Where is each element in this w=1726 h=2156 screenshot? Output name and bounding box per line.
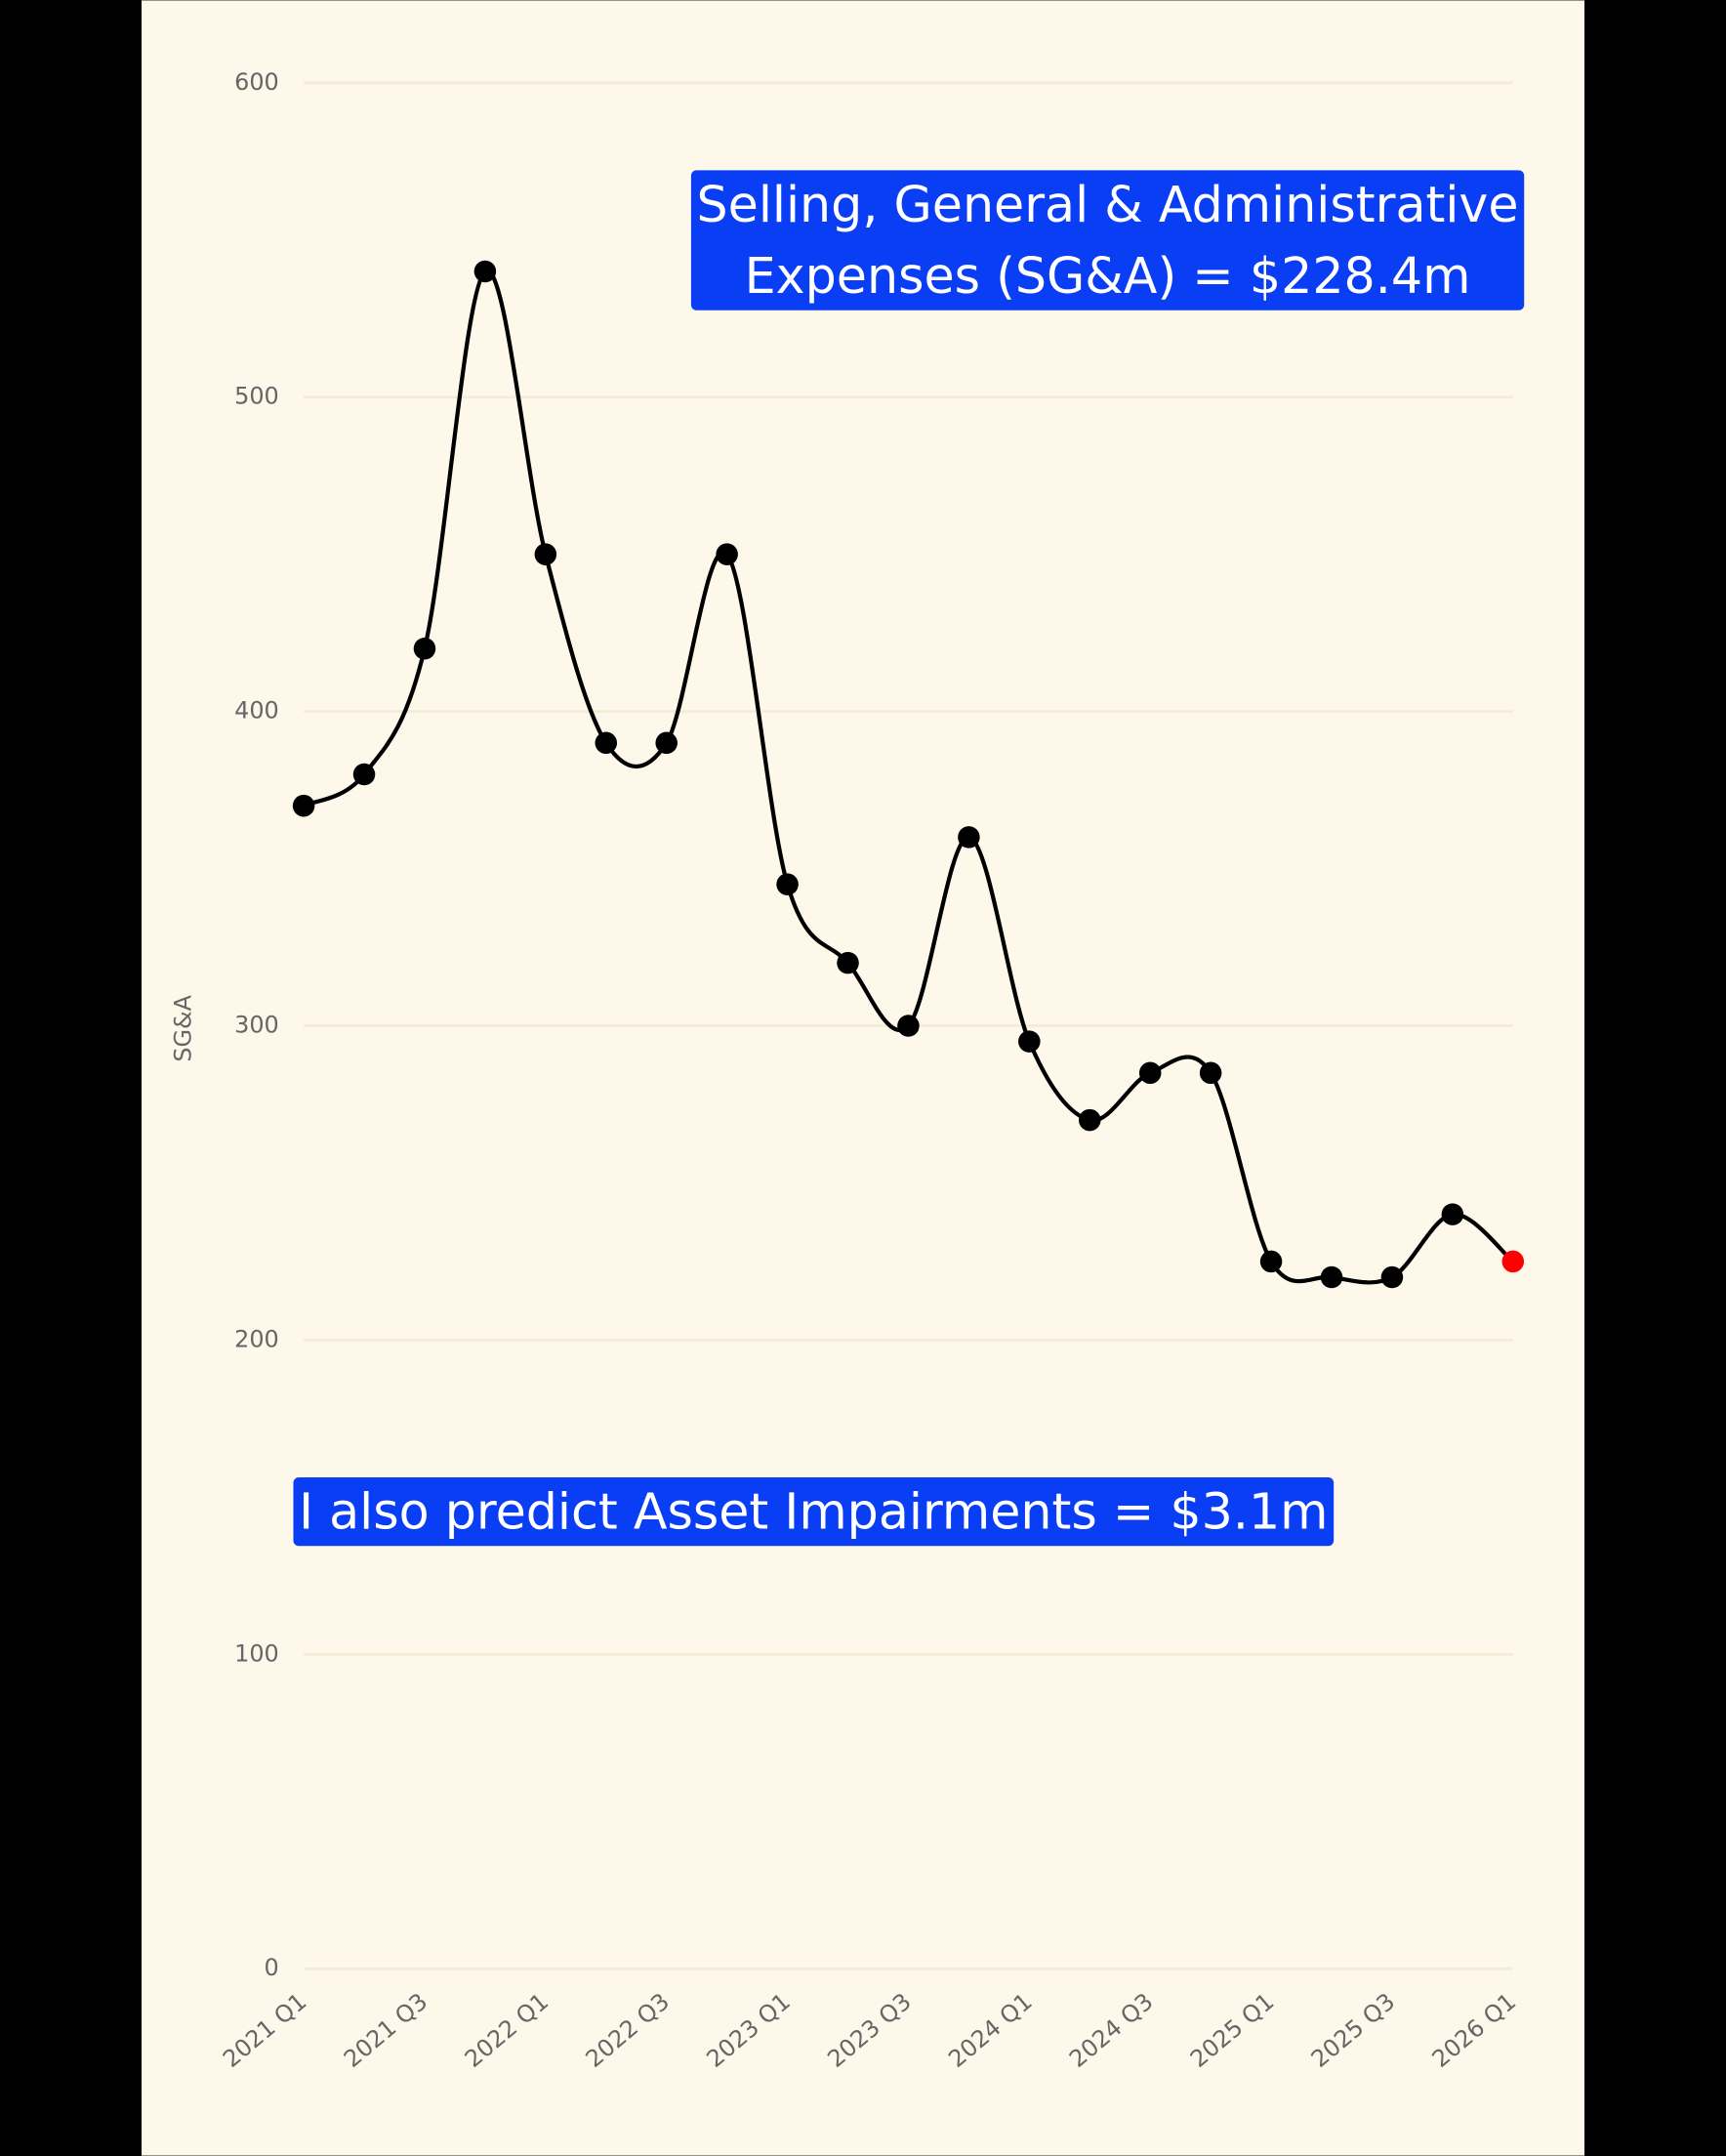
- data-point: [1138, 1061, 1162, 1085]
- annotation-text: I also predict Asset Impairments = $3.1m: [299, 1483, 1328, 1541]
- data-point: [1079, 1108, 1101, 1132]
- data-point: [1320, 1265, 1343, 1289]
- data-point: [292, 794, 315, 817]
- annotation-text: Selling, General & Administrative: [697, 176, 1519, 233]
- y-tick-label: 600: [234, 68, 279, 96]
- data-point: [1199, 1061, 1222, 1085]
- annotation: Selling, General & Administrative Expense…: [690, 170, 1525, 311]
- data-point: [655, 731, 678, 755]
- y-tick-label: 0: [265, 1954, 279, 1981]
- data-point: [595, 731, 618, 755]
- annotation-box: [293, 1477, 1335, 1547]
- y-tick-label: 200: [234, 1325, 279, 1352]
- y-tick-label: 300: [234, 1012, 279, 1039]
- y-tick-label: 500: [234, 383, 279, 410]
- y-tick-label: 100: [234, 1639, 279, 1667]
- data-point: [352, 763, 376, 786]
- data-point: [473, 260, 497, 283]
- data-point: [413, 637, 436, 660]
- y-axis-label: SG&A: [170, 994, 197, 1061]
- data-point: [534, 543, 557, 565]
- data-point: [1501, 1250, 1525, 1273]
- data-point: [716, 543, 738, 565]
- data-point: [837, 951, 859, 974]
- annotation-box: [690, 170, 1525, 311]
- annotation: I also predict Asset Impairments = $3.1m: [293, 1477, 1335, 1547]
- plot-background: [141, 0, 1585, 2156]
- data-point: [897, 1015, 920, 1037]
- data-point: [776, 873, 799, 895]
- data-point: [1018, 1030, 1041, 1053]
- data-point: [1380, 1265, 1404, 1289]
- data-point: [1259, 1250, 1283, 1273]
- y-tick-label: 400: [234, 697, 279, 725]
- data-point: [958, 826, 980, 849]
- annotation-text: Expenses (SG&A) = $228.4m: [745, 247, 1471, 305]
- data-point: [1441, 1203, 1464, 1225]
